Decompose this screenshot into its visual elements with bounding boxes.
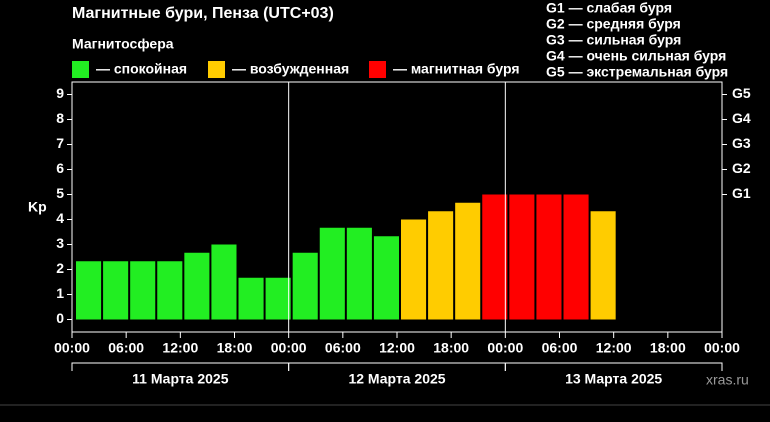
bar <box>103 261 129 320</box>
legend-title: Магнитосфера <box>72 36 174 52</box>
bar <box>76 261 102 320</box>
x-tick-label: 06:00 <box>542 340 578 356</box>
y-tick-label: 5 <box>56 185 64 201</box>
y2-tick-label: G4 <box>732 110 751 126</box>
bar <box>509 194 535 320</box>
legend-swatch <box>72 61 89 78</box>
bar <box>536 194 562 320</box>
bar <box>292 252 318 320</box>
x-tick-label: 00:00 <box>487 340 523 356</box>
day-label: 13 Марта 2025 <box>565 371 662 387</box>
y-tick-label: 7 <box>56 135 64 151</box>
y-tick-label: 8 <box>56 110 64 126</box>
x-tick-label: 12:00 <box>379 340 415 356</box>
day-label: 12 Марта 2025 <box>348 371 445 387</box>
y-tick-label: 2 <box>56 260 64 276</box>
legend-swatch <box>208 61 225 78</box>
x-tick-label: 18:00 <box>217 340 253 356</box>
y-tick-label: 1 <box>56 285 64 301</box>
chart-title: Магнитные бури, Пенза (UTC+03) <box>72 5 334 22</box>
bar <box>482 194 508 320</box>
bar <box>238 277 264 320</box>
x-tick-label: 06:00 <box>108 340 144 356</box>
bar <box>211 244 237 320</box>
x-tick-label: 12:00 <box>596 340 632 356</box>
bar <box>428 211 454 320</box>
bar <box>563 194 589 320</box>
x-tick-label: 00:00 <box>54 340 90 356</box>
bar <box>130 261 156 320</box>
watermark: xras.ru <box>706 372 749 388</box>
bar <box>157 261 183 320</box>
day-bracket <box>504 362 723 371</box>
bar <box>265 277 291 320</box>
y-tick-label: 9 <box>56 85 64 101</box>
y-tick-label: 3 <box>56 235 64 251</box>
bar <box>184 252 210 320</box>
legend-label: — магнитная буря <box>393 61 520 77</box>
bar <box>373 236 399 320</box>
x-tick-label: 00:00 <box>271 340 307 356</box>
x-tick-label: 06:00 <box>325 340 361 356</box>
storm-level: G2 — средняя буря <box>546 16 681 32</box>
bar <box>401 219 427 320</box>
y-tick-label: 4 <box>56 210 64 226</box>
legend-swatch <box>369 61 386 78</box>
bar <box>319 227 345 320</box>
storm-level: G1 — слабая буря <box>546 0 672 16</box>
bar <box>455 202 481 320</box>
bar <box>590 211 616 320</box>
storm-level: G3 — сильная буря <box>546 32 681 48</box>
y-tick-label: 0 <box>56 310 64 326</box>
bar <box>346 227 372 320</box>
x-tick-label: 18:00 <box>650 340 686 356</box>
day-label: 11 Марта 2025 <box>132 371 229 387</box>
y-axis-label: Kp <box>28 199 47 215</box>
y2-tick-label: G1 <box>732 185 751 201</box>
x-tick-label: 18:00 <box>433 340 469 356</box>
y2-tick-label: G5 <box>732 85 751 101</box>
storm-level: G5 — экстремальная буря <box>546 64 728 80</box>
legend-label: — спокойная <box>96 61 187 77</box>
storm-level: G4 — очень сильная буря <box>546 48 726 64</box>
y2-tick-label: G2 <box>732 160 751 176</box>
y-tick-label: 6 <box>56 160 64 176</box>
x-tick-label: 00:00 <box>704 340 740 356</box>
legend-label: — возбужденная <box>232 61 349 77</box>
y2-tick-label: G3 <box>732 135 751 151</box>
x-tick-label: 12:00 <box>162 340 198 356</box>
